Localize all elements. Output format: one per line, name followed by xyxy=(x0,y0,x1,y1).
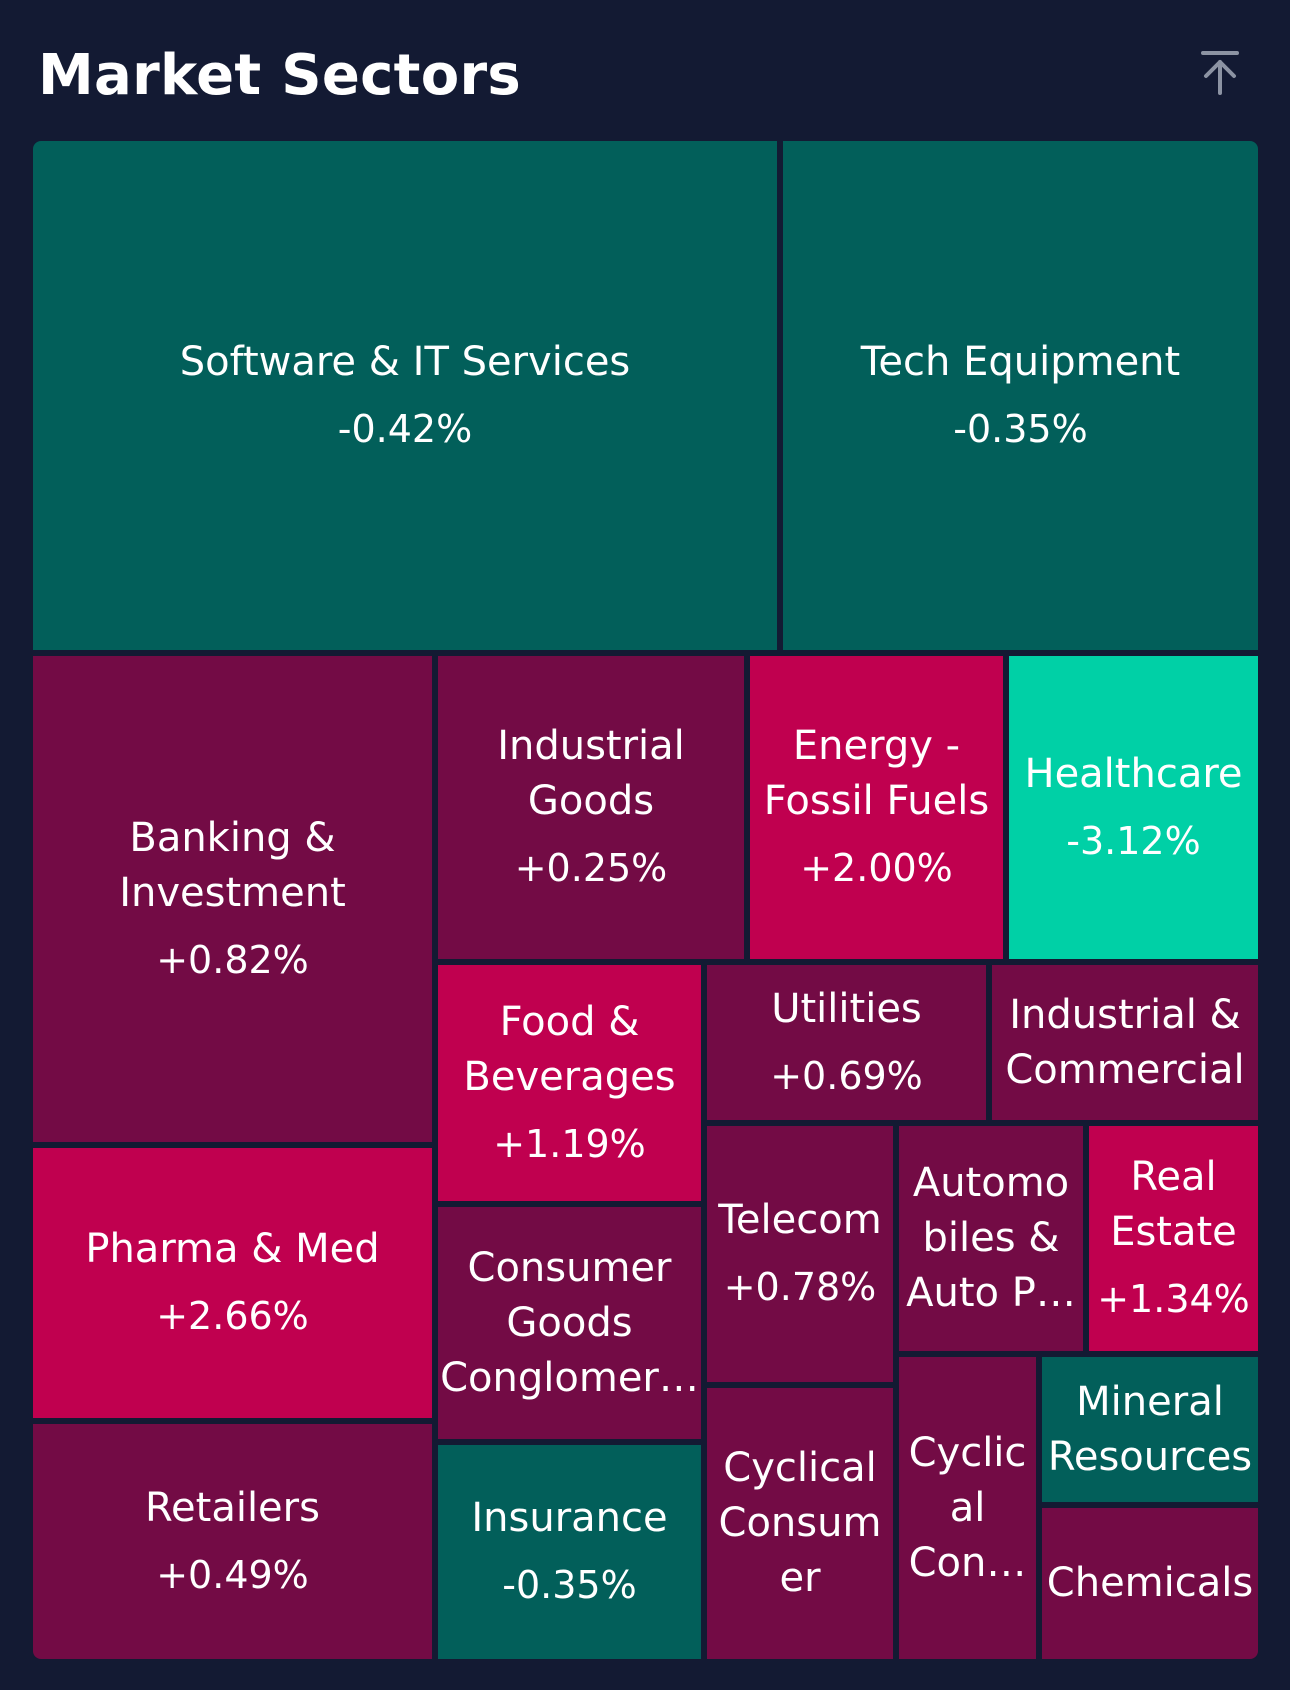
sector-name: Consumer Goods Conglomer… xyxy=(440,1244,699,1401)
sector-name: Chemicals xyxy=(1046,1560,1254,1606)
tile-software-it-services[interactable]: Software & IT Services -0.42% xyxy=(33,141,777,650)
sector-change: -0.42% xyxy=(337,406,473,451)
sector-name: Utilities xyxy=(771,985,922,1032)
sector-change: -3.12% xyxy=(1066,818,1201,863)
page-title: Market Sectors xyxy=(38,43,522,108)
tile-real-estate[interactable]: Real Estate +1.34% xyxy=(1089,1126,1258,1351)
tile-insurance[interactable]: Insurance -0.35% xyxy=(438,1445,701,1659)
sector-name: Energy - Fossil Fuels xyxy=(763,723,990,824)
sector-treemap: Software & IT Services -0.42% Tech Equip… xyxy=(33,141,1258,1659)
sector-change: -0.35% xyxy=(953,406,1088,451)
sector-name: Cyclical Consum er xyxy=(718,1445,882,1601)
sector-change: +0.25% xyxy=(514,846,668,890)
sector-change: +2.66% xyxy=(156,1294,309,1338)
tile-energy-fossil-fuels[interactable]: Energy - Fossil Fuels +2.00% xyxy=(750,656,1003,959)
tile-industrial-goods[interactable]: Industrial Goods +0.25% xyxy=(438,656,744,959)
tile-mineral-resources[interactable]: Mineral Resources xyxy=(1042,1357,1258,1502)
tile-telecom[interactable]: Telecom +0.78% xyxy=(707,1126,893,1382)
tile-pharma-med[interactable]: Pharma & Med +2.66% xyxy=(33,1148,432,1418)
sector-change: +0.78% xyxy=(723,1265,877,1309)
sector-name: Pharma & Med xyxy=(85,1226,380,1272)
page-header: Market Sectors xyxy=(0,0,1290,140)
sector-name: Food & Beverages xyxy=(463,998,676,1100)
tile-cyclical-consumer[interactable]: Cyclical Consum er xyxy=(707,1388,893,1659)
sector-change: -0.35% xyxy=(502,1563,637,1607)
sector-name: Telecom xyxy=(718,1197,882,1243)
sector-change: +0.69% xyxy=(770,1053,923,1098)
sector-name: Mineral Resources xyxy=(1047,1378,1253,1480)
sector-change: +1.19% xyxy=(493,1121,646,1166)
tile-utilities[interactable]: Utilities +0.69% xyxy=(707,965,986,1120)
tile-tech-equipment[interactable]: Tech Equipment -0.35% xyxy=(783,141,1258,650)
arrow-up-to-line-icon xyxy=(1201,51,1239,95)
sector-change: +2.00% xyxy=(800,846,953,890)
sector-change: +0.49% xyxy=(156,1552,309,1597)
tile-chemicals[interactable]: Chemicals xyxy=(1042,1508,1258,1659)
sector-name: Insurance xyxy=(471,1495,668,1541)
sector-name: Software & IT Services xyxy=(179,338,631,385)
tile-banking-investment[interactable]: Banking & Investment +0.82% xyxy=(33,656,432,1142)
sector-name: Automo biles & Auto P… xyxy=(906,1160,1076,1316)
tile-food-beverages[interactable]: Food & Beverages +1.19% xyxy=(438,965,701,1201)
tile-retailers[interactable]: Retailers +0.49% xyxy=(33,1424,432,1659)
sector-name: Banking & Investment xyxy=(119,814,346,916)
sector-name: Retailers xyxy=(145,1484,320,1531)
sector-name: Cyclic al Con… xyxy=(908,1429,1027,1586)
tile-cyclical-con[interactable]: Cyclic al Con… xyxy=(899,1357,1036,1659)
sector-change: +1.34% xyxy=(1097,1277,1250,1321)
sector-name: Healthcare xyxy=(1024,750,1243,797)
collapse-button[interactable] xyxy=(1190,42,1250,102)
tile-industrial-commercial[interactable]: Industrial & Commercial xyxy=(992,965,1258,1120)
sector-change: +0.82% xyxy=(156,937,309,982)
tile-consumer-goods-conglomerates[interactable]: Consumer Goods Conglomer… xyxy=(438,1207,701,1439)
sector-name: Tech Equipment xyxy=(860,338,1181,385)
sector-name: Industrial & Commercial xyxy=(1005,991,1245,1093)
tile-automobiles[interactable]: Automo biles & Auto P… xyxy=(899,1126,1083,1351)
sector-name: Industrial Goods xyxy=(497,723,685,824)
sector-name: Real Estate xyxy=(1110,1154,1237,1255)
tile-healthcare[interactable]: Healthcare -3.12% xyxy=(1009,656,1258,959)
